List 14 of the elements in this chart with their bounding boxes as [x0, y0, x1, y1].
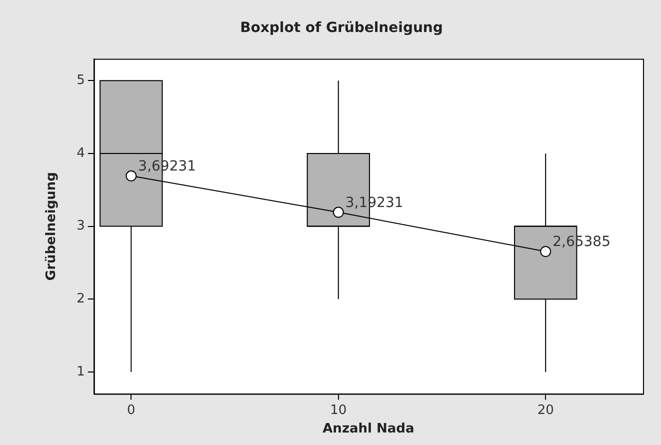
- y-tick-label: 5: [76, 73, 85, 88]
- x-tick-label: 20: [537, 402, 554, 418]
- y-tick-label: 1: [76, 364, 85, 380]
- point: [540, 246, 552, 258]
- y-tick-label: 3: [76, 218, 85, 234]
- chart-title: Boxplot of Grübelneigung: [240, 20, 443, 36]
- x-axis-title: Anzahl Nada: [322, 422, 414, 437]
- point: [332, 206, 344, 218]
- y-tick-label: 2: [76, 292, 85, 306]
- x-tick-label: 0: [127, 402, 136, 418]
- x-tick-label: 10: [330, 402, 347, 418]
- y-tick-label: 4: [76, 146, 85, 161]
- point: [126, 170, 137, 182]
- y-axis-title: Grübelneigung: [44, 172, 60, 281]
